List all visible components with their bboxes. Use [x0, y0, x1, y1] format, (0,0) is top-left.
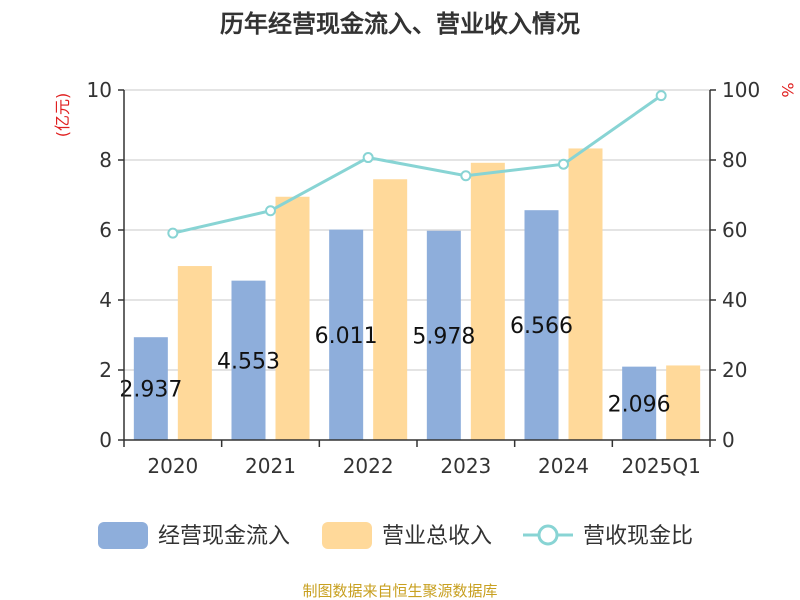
bar-cash-inflow [231, 280, 266, 440]
right-tick-label: 80 [722, 148, 747, 172]
series-revenue [177, 148, 701, 441]
bar-revenue [568, 148, 603, 440]
legend-label-revenue: 营业总收入 [382, 524, 492, 549]
bar-revenue [470, 162, 505, 441]
x-tick-label: 2024 [538, 454, 589, 478]
left-tick-label: 2 [99, 358, 112, 382]
bar-cash-inflow [426, 230, 461, 440]
data-labels: 2.937 4.553 6.011 5.978 6.566 2.096 [119, 314, 670, 417]
x-tick-label: 2023 [440, 454, 491, 478]
data-label: 2.937 [119, 378, 182, 403]
ratio-point [460, 170, 472, 182]
right-tick-label: 60 [722, 218, 747, 242]
ratio-point [167, 227, 179, 239]
legend-label-cash-inflow: 经营现金流入 [158, 524, 290, 549]
bar-cash-inflow [524, 210, 559, 440]
ratio-point [265, 205, 276, 217]
bar-revenue [275, 196, 310, 440]
bar-revenue [666, 365, 701, 440]
x-tick-label: 2025Q1 [621, 454, 700, 478]
left-tick-label: 6 [99, 218, 112, 242]
right-axis-unit: % [778, 82, 797, 97]
x-tick-label: 2020 [147, 454, 198, 478]
legend-marker-ratio [537, 524, 559, 546]
bar-cash-inflow [133, 337, 168, 440]
data-label: 6.566 [510, 314, 573, 339]
legend-label-ratio: 营收现金比 [583, 524, 693, 549]
ratio-line [172, 94, 663, 235]
chart-title: 历年经营现金流入、营业收入情况 [220, 10, 580, 38]
data-label: 4.553 [217, 349, 280, 374]
x-tick-label: 2022 [343, 454, 394, 478]
data-label: 2.096 [608, 392, 671, 417]
legend-swatch-revenue [322, 522, 372, 549]
ratio-point [362, 152, 374, 164]
data-label: 5.978 [412, 324, 475, 349]
data-label: 6.011 [315, 324, 378, 349]
left-tick-label: 4 [99, 288, 112, 312]
left-tick-label: 10 [87, 78, 112, 102]
left-tick-label: 0 [99, 428, 112, 452]
ratio-point [655, 90, 667, 102]
grid [124, 89, 710, 371]
series-cash-inflow [133, 210, 657, 440]
x-tick-label: 2021 [245, 454, 296, 478]
legend-swatch-cash-inflow [98, 522, 148, 549]
source-note: 制图数据来自恒生聚源数据库 [302, 582, 497, 600]
right-tick-label: 20 [722, 358, 747, 382]
bar-revenue [373, 179, 408, 440]
left-tick-label: 8 [99, 148, 112, 172]
left-axis-unit: (亿元) [53, 93, 72, 138]
bar-cash-inflow [622, 366, 657, 440]
ratio-point [558, 158, 569, 170]
right-tick-label: 0 [722, 428, 735, 452]
bar-revenue [177, 266, 212, 440]
series-ratio [167, 90, 667, 239]
right-tick-label: 100 [722, 78, 760, 102]
legend: 经营现金流入 营业总收入 营收现金比 [98, 522, 693, 549]
bar-cash-inflow [329, 229, 364, 440]
right-tick-label: 40 [722, 288, 747, 312]
